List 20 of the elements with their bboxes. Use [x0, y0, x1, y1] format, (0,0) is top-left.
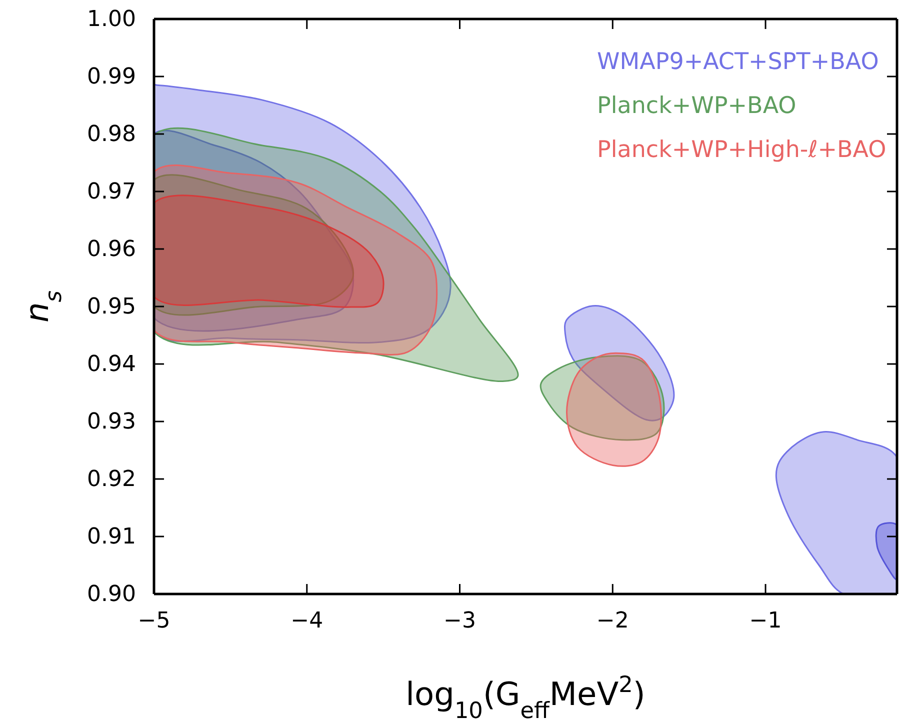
- x-axis-title: log$_{10}$(G$_{eff}$MeV$^{2}$): [406, 672, 646, 720]
- x-tick-label: −3: [444, 608, 476, 634]
- y-tick-label: 0.99: [87, 64, 136, 90]
- text: Planck+WP+BAO: [597, 93, 796, 119]
- y-tick-label: 0.97: [87, 180, 136, 205]
- text: Planck+WP+High-ℓ+BAO: [597, 137, 886, 163]
- y-tick-label: 0.93: [87, 410, 136, 435]
- y-tick-label: 0.95: [87, 294, 136, 320]
- y-tick-label: 0.91: [87, 524, 136, 550]
- x-tick-label: −2: [596, 608, 629, 634]
- y-tick-label: 0.96: [87, 237, 136, 262]
- y-tick-label: 1.00: [87, 7, 136, 32]
- y-tick-label: 0.90: [87, 582, 136, 608]
- x-tick-label: −5: [138, 608, 170, 634]
- text: WMAP9+ACT+SPT+BAO: [597, 49, 879, 75]
- x-tick-label: −1: [749, 608, 782, 634]
- y-tick-label: 0.94: [87, 352, 136, 378]
- y-tick-label: 0.92: [87, 467, 136, 492]
- x-tick-label: −4: [290, 608, 324, 634]
- y-tick-label: 0.98: [87, 122, 136, 148]
